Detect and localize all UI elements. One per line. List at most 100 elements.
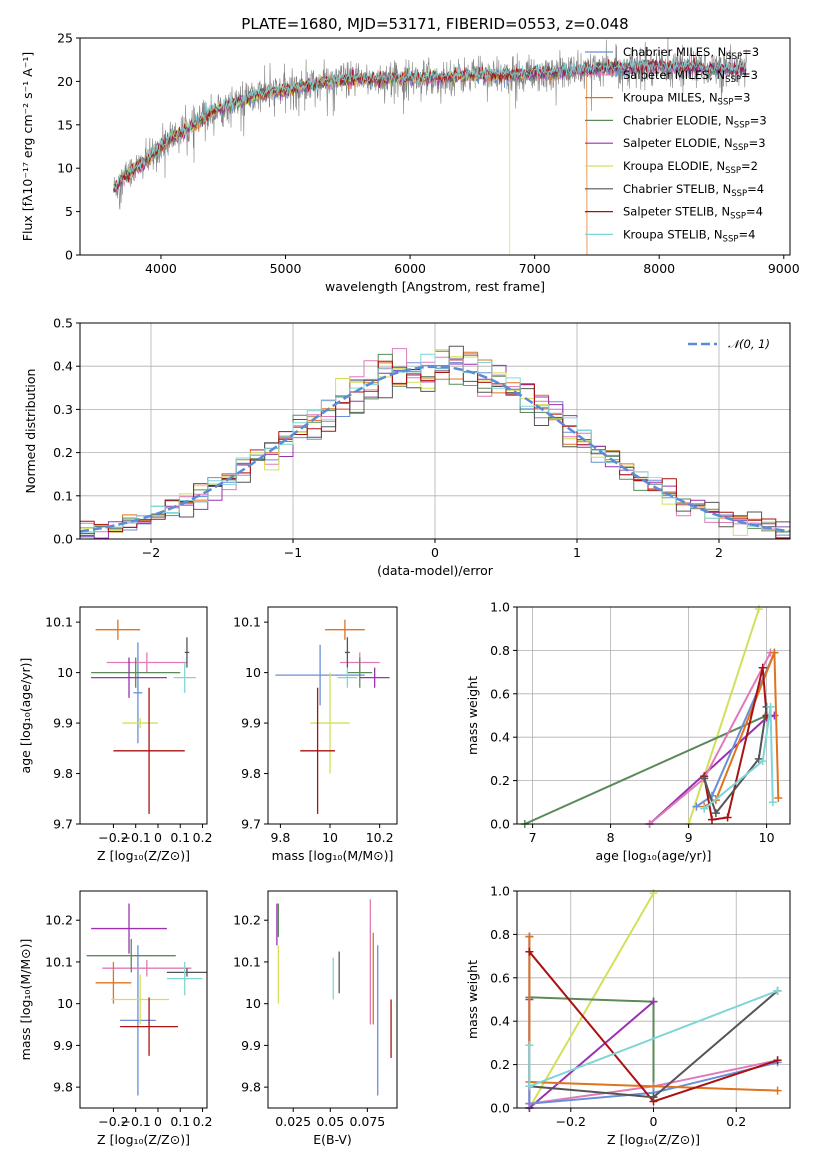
- y-tick-label: 0.0: [490, 1101, 510, 1116]
- errorbar-kroupa-miles: [95, 619, 141, 640]
- y-tick-label: 10.1: [45, 954, 73, 969]
- legend-nssp: =3: [750, 113, 767, 127]
- axes-age-vs-Z: −0.2−0.1 0 0.1 0.2 9.7 9.8 9.9 10 10.1 Z [log₁₀(Z…: [18, 606, 213, 863]
- errorbar-salpeter-miles: [102, 959, 192, 977]
- errorbar-salpeter-elodie: [91, 657, 167, 698]
- y-tick-label: 0.2: [53, 445, 73, 460]
- legend-label: Chabrier ELODIE, NSSP=3: [623, 113, 767, 130]
- legend-label: Kroupa ELODIE, NSSP=2: [623, 159, 758, 176]
- errorbar-kroupa-miles: [95, 961, 132, 1004]
- plus-marker: [649, 889, 658, 898]
- x-tick-label: −0.1: [121, 830, 151, 845]
- y-tick-label: 0.8: [490, 643, 510, 658]
- x-tick-label: 0.025: [275, 1114, 311, 1129]
- plus-marker: [525, 1099, 534, 1108]
- plot-area-residuals: [79, 345, 791, 539]
- y-tick-label: 10.1: [233, 615, 261, 630]
- y-tick-label: 9.9: [53, 1038, 73, 1053]
- x-tick-label: 0.2: [193, 1114, 213, 1129]
- plus-marker: [525, 947, 534, 956]
- y-tick-label: 9.8: [241, 766, 261, 781]
- y-tick-label: 20: [57, 74, 73, 89]
- legend-label: Salpeter STELIB, NSSP=4: [623, 205, 763, 222]
- plot-area-age-vs-mass: [275, 619, 390, 814]
- x-tick-label: 10: [759, 830, 775, 845]
- y-tick-label: 0.3: [53, 402, 73, 417]
- y-tick-label: 10: [57, 161, 73, 176]
- errorbar-salpeter-elodie: [91, 903, 167, 954]
- legend-nssp: =4: [746, 205, 763, 219]
- errorbar-kroupa-stelib: [337, 667, 358, 688]
- legend-name: Kroupa MILES, N: [623, 91, 718, 105]
- y-tick-label: 9.8: [241, 1080, 261, 1095]
- plus-marker: [692, 802, 701, 811]
- errorbar-salpeter-elodie: [359, 667, 390, 688]
- y-tick-label: 0.6: [490, 686, 510, 701]
- errorbar-chabrier-stelib: [184, 637, 190, 668]
- errorbar-chabrier-miles: [133, 642, 143, 744]
- x-tick-label: 4000: [145, 261, 177, 276]
- series-line: [528, 892, 655, 1109]
- axes-frame: [79, 890, 208, 1109]
- y-tick-label: 0.6: [490, 970, 510, 985]
- y-tick-label: 5: [65, 204, 73, 219]
- errorbar-kroupa-stelib: [173, 662, 196, 693]
- axes-frame: [516, 606, 791, 825]
- x-tick-label: 0.2: [193, 830, 213, 845]
- y-tick-label: 15: [57, 117, 73, 132]
- y-axis-label: Normed distribution: [23, 369, 38, 494]
- x-axis-label: age [log₁₀(age/yr)]: [596, 848, 712, 863]
- plus-marker: [768, 798, 777, 807]
- x-tick-label: 0.2: [726, 1114, 746, 1129]
- histogram-kroupa-stelib: [80, 353, 790, 533]
- x-tick-label: 0.1: [170, 830, 190, 845]
- plus-marker: [770, 648, 779, 657]
- histogram-salpeter-stelib: [80, 359, 790, 539]
- x-tick-label: 0: [154, 830, 162, 845]
- plus-marker: [773, 986, 782, 995]
- y-tick-label: 1.0: [490, 600, 510, 615]
- errorbar-chabrier-elodie: [347, 657, 373, 688]
- plot-area-spectrum: [113, 38, 747, 255]
- plus-marker: [758, 757, 767, 766]
- x-tick-label: 10: [322, 830, 338, 845]
- legend-subscript: SSP: [723, 234, 739, 244]
- y-tick-label: 9.7: [241, 817, 261, 832]
- plus-marker: [525, 1041, 534, 1050]
- plot-area-mass-vs-ebv: [276, 899, 392, 1096]
- legend-name: Salpeter MILES, N: [623, 68, 725, 82]
- y-tick-label: 0.4: [490, 730, 510, 745]
- legend-nssp: =4: [747, 182, 764, 196]
- y-axis-label: mass weight: [465, 960, 480, 1039]
- plus-marker: [773, 1086, 782, 1095]
- x-tick-label: 0.05: [316, 1114, 344, 1129]
- y-tick-label: 0.2: [490, 773, 510, 788]
- axes-weight-vs-age: 7 8 9 10 0.0 0.2 0.4 0.6 0.8 1.0 age [log₁₀(age/yr…: [465, 600, 791, 863]
- axes-residuals: −2 −1 0 1 2 0.0 0.1 0.2 0.3 0.4 0.5 (data-model)/er…: [23, 316, 791, 578]
- y-tick-label: 0.4: [490, 1014, 510, 1029]
- errorbar-chabrier-elodie: [86, 938, 176, 973]
- legend-subscript: SSP: [734, 120, 750, 130]
- plus-marker: [774, 793, 783, 802]
- y-tick-label: 0.8: [490, 927, 510, 942]
- x-tick-label: 0: [650, 1114, 658, 1129]
- legend-subscript: SSP: [730, 212, 746, 222]
- axes-weight-vs-Z: −0.2 0 0.2 0.0 0.2 0.4 0.6 0.8 1.0 Z [log₁₀(Z/Z⊙)…: [465, 884, 791, 1147]
- plus-marker: [723, 813, 732, 822]
- x-tick-label: −0.2: [98, 830, 128, 845]
- x-tick-label: −1: [284, 545, 302, 560]
- y-axis-label: mass weight: [465, 676, 480, 755]
- legend-label: Salpeter MILES, NSSP=3: [623, 68, 758, 85]
- model-line-kroupa-elodie: [113, 68, 511, 255]
- errorbar-kroupa-elodie: [122, 718, 158, 729]
- model-line-kroupa-stelib: [113, 58, 747, 190]
- y-axis-label: Flux [fλ10⁻¹⁷ erg cm⁻² s⁻¹ A⁻¹]: [20, 52, 35, 241]
- x-tick-label: 0.1: [170, 1114, 190, 1129]
- plus-marker: [649, 1093, 658, 1102]
- plus-marker: [711, 809, 720, 818]
- legend-subscript: SSP: [733, 143, 749, 153]
- x-tick-label: 1: [573, 545, 581, 560]
- legend-nssp: =2: [741, 159, 758, 173]
- y-tick-label: 10: [57, 665, 73, 680]
- y-tick-label: 0.2: [490, 1057, 510, 1072]
